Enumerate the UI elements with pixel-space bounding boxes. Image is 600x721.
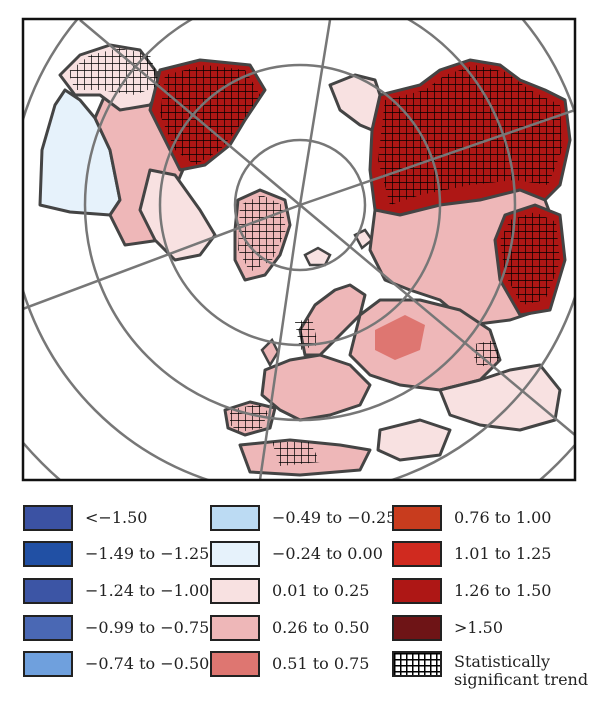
legend-item: Statistically significant trend: [392, 651, 594, 689]
meridian-1: [23, 203, 301, 311]
legend-label: 0.01 to 0.25: [272, 581, 370, 600]
hatch-archipelago: [160, 65, 260, 165]
legend-label: −1.49 to −1.25: [85, 544, 210, 563]
legend-swatch: [23, 541, 73, 567]
legend-label: 1.01 to 1.25: [454, 544, 552, 563]
legend-label: −1.24 to −1.00: [85, 581, 210, 600]
legend-item: −0.49 to −0.25: [210, 505, 396, 531]
significance-hatching: [68, 48, 562, 466]
legend-label: −0.49 to −0.25: [272, 508, 397, 527]
legend-label: −0.24 to 0.00: [272, 544, 383, 563]
iceland: [303, 246, 332, 267]
legend-swatch: [210, 615, 260, 641]
meridian-6: [258, 204, 302, 480]
legend-item: 1.26 to 1.50: [392, 578, 551, 604]
middle-east: [376, 418, 452, 462]
legend-label: 0.51 to 0.75: [272, 654, 370, 673]
legend-item: −0.74 to −0.50: [23, 651, 209, 677]
legend-label: >1.50: [454, 618, 504, 637]
meridian-3: [298, 19, 332, 206]
legend-item: −0.99 to −0.75: [23, 615, 209, 641]
legend-label: −0.74 to −0.50: [85, 654, 210, 673]
legend-label: 1.26 to 1.50: [454, 581, 552, 600]
hatch-alaska: [68, 48, 160, 95]
hatch-east-europe: [470, 340, 500, 368]
legend-item: 0.76 to 1.00: [392, 505, 551, 531]
legend-item: >1.50: [392, 615, 503, 641]
hatch-scandinavia: [295, 318, 318, 350]
polar-map: [21, 17, 577, 482]
latitude-circle-70: [158, 63, 442, 347]
latitude-circle-80: [233, 138, 367, 272]
legend-swatch: [210, 505, 260, 531]
latitude-circle-60: [83, 19, 517, 422]
map-frame: [21, 17, 577, 482]
legend-item: 1.01 to 1.25: [392, 541, 551, 567]
legend-label: <−1.50: [85, 508, 148, 527]
legend-label: 0.26 to 0.50: [272, 618, 370, 637]
legend-label: Statistically significant trend: [454, 652, 589, 689]
legend-swatch: [392, 541, 442, 567]
legend-swatch: [23, 505, 73, 531]
legend-swatch: [392, 615, 442, 641]
legend-item: −0.24 to 0.00: [210, 541, 383, 567]
meridian-2: [79, 19, 301, 206]
legend-swatch: [23, 615, 73, 641]
legend-swatch: [23, 651, 73, 677]
legend-item: −1.24 to −1.00: [23, 578, 209, 604]
legend-swatch: [210, 651, 260, 677]
legend-label: 0.76 to 1.00: [454, 508, 552, 527]
legend-item: 0.01 to 0.25: [210, 578, 369, 604]
hudson-bay-region: [138, 168, 217, 262]
eastern-europe-core: [375, 315, 425, 360]
western-europe: [260, 353, 372, 422]
legend-item: 0.51 to 0.75: [210, 651, 369, 677]
meridian-5: [299, 204, 575, 436]
legend-item: <−1.50: [23, 505, 147, 531]
legend-swatch: [392, 505, 442, 531]
hatch-siberia-east: [378, 65, 562, 205]
legend-swatch: [23, 578, 73, 604]
hatch-kamchatka: [500, 212, 560, 305]
legend-swatch: [210, 578, 260, 604]
legend-swatch-hatch: [392, 651, 442, 677]
legend-item: −1.49 to −1.25: [23, 541, 209, 567]
graticule: [23, 19, 575, 480]
meridian-4: [299, 108, 575, 207]
chukotka: [328, 73, 382, 132]
hatch-north-africa: [272, 442, 320, 466]
legend-item: 0.26 to 0.50: [210, 615, 369, 641]
legend-swatch: [392, 578, 442, 604]
legend-swatch: [210, 541, 260, 567]
legend-label: −0.99 to −0.75: [85, 618, 210, 637]
